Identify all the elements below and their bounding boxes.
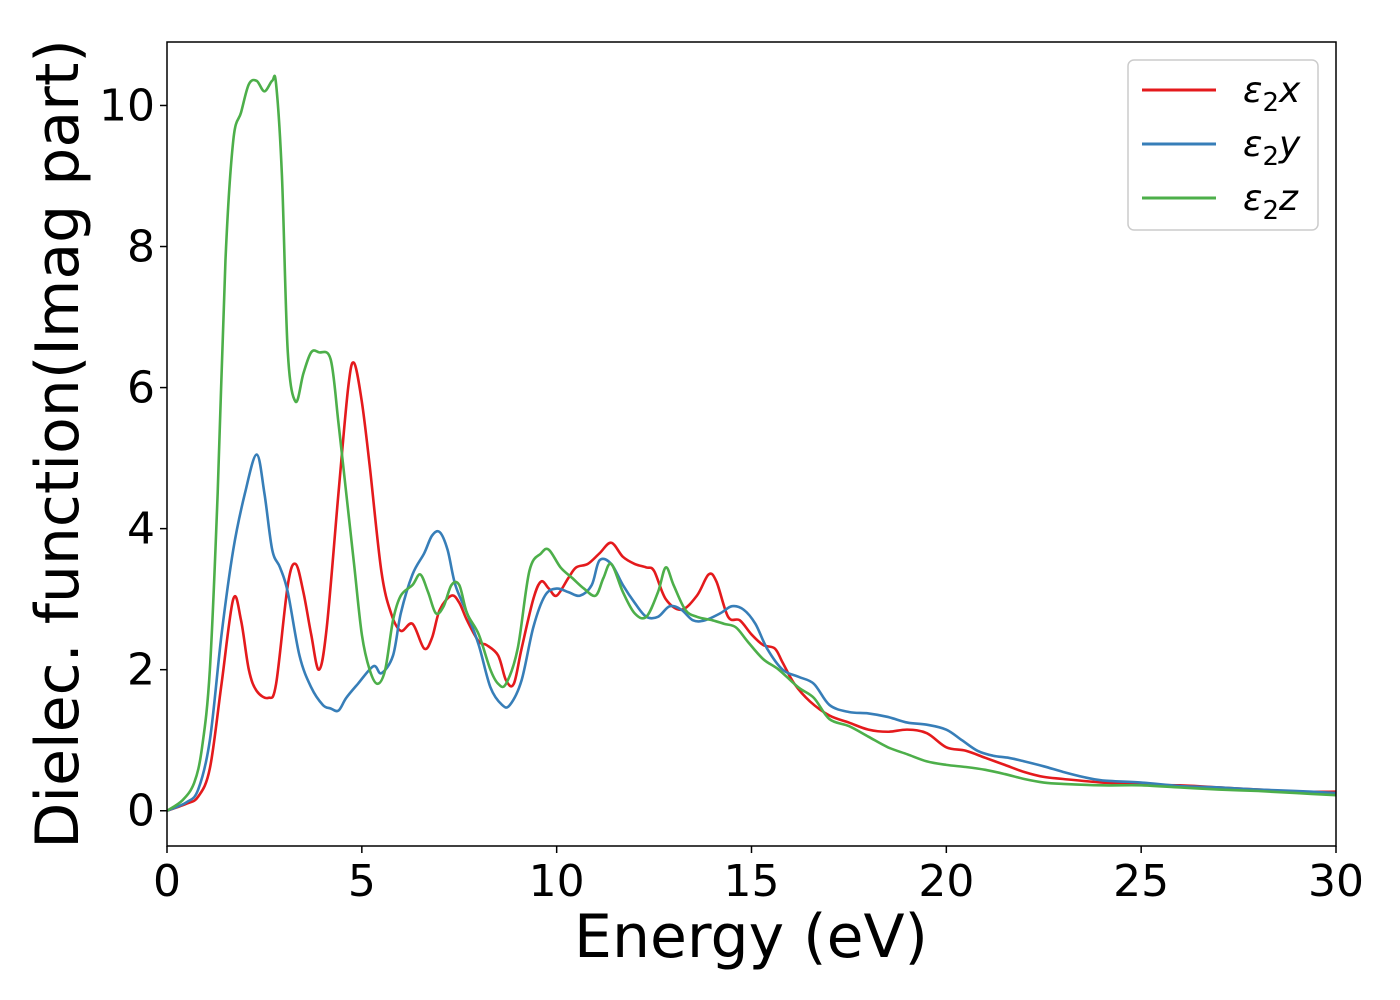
legend-label-base: ε <box>1243 178 1262 219</box>
y-tick-label: 8 <box>127 222 155 273</box>
series-line-z <box>167 74 1336 813</box>
y-axis: 0 2 4 6 8 10 <box>99 80 167 837</box>
legend-label-base: ε <box>1243 70 1262 111</box>
x-axis: 0 5 10 15 20 25 30 <box>153 846 1364 907</box>
x-tick-label: 15 <box>724 856 780 907</box>
series-line-y <box>167 453 1336 813</box>
y-tick-label: 0 <box>127 786 155 837</box>
y-tick-label: 6 <box>127 363 155 414</box>
legend-frame <box>1127 59 1319 231</box>
legend-label-x: ε2x <box>1243 70 1301 118</box>
legend-label-z: ε2z <box>1243 178 1299 226</box>
legend-label-axis: x <box>1278 70 1301 111</box>
x-tick-label: 20 <box>918 856 974 907</box>
x-tick-label: 25 <box>1113 856 1169 907</box>
y-axis-title: Dielec. function(Imag part) <box>23 39 93 849</box>
legend-label-axis: z <box>1278 178 1299 219</box>
legend-label-subscript: 2 <box>1262 142 1279 172</box>
y-tick-label: 4 <box>127 504 155 555</box>
x-axis-title: Energy (eV) <box>574 902 928 972</box>
legend-label-base: ε <box>1243 124 1262 165</box>
y-tick-label: 2 <box>127 645 155 696</box>
x-tick-label: 30 <box>1308 856 1364 907</box>
x-tick-label: 10 <box>529 856 585 907</box>
legend-label-y: ε2y <box>1243 124 1301 172</box>
x-tick-label: 5 <box>348 856 376 907</box>
legend-label-subscript: 2 <box>1262 88 1279 118</box>
series-line-x <box>167 361 1336 813</box>
legend-label-axis: y <box>1278 124 1301 165</box>
y-tick-label: 10 <box>99 80 155 131</box>
series-group <box>167 74 1336 813</box>
legend-label-subscript: 2 <box>1262 196 1279 226</box>
x-tick-label: 0 <box>153 856 181 907</box>
